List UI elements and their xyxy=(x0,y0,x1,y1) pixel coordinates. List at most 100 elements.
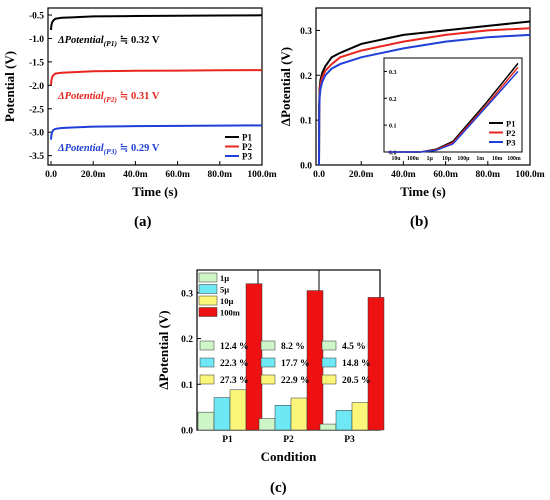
ytick-label-b: 0.0 xyxy=(300,162,312,172)
pct-swatch xyxy=(199,340,215,351)
inset-xtick-label: 100µ xyxy=(457,156,470,162)
annotation-p3: ΔPotential(P3) ≒ 0.29 V xyxy=(57,143,160,156)
ytick-label-a: -3.5 xyxy=(29,152,44,162)
xtick-label-c: P1 xyxy=(222,435,233,445)
pct-label: 8.2 % xyxy=(281,342,305,352)
series-line-b-p3 xyxy=(318,33,531,166)
legend-label-b-p1: P1 xyxy=(506,119,515,129)
pct-label: 22.9 % xyxy=(281,376,310,386)
xtick-label-b: 20.0m xyxy=(349,170,374,180)
xtick-label-a: 100.0m xyxy=(247,170,276,180)
pct-swatch xyxy=(260,340,276,351)
ytick-label-a: -2.0 xyxy=(29,82,44,92)
series-line-p3 xyxy=(50,124,263,140)
xtick-label-b: 80.0m xyxy=(476,170,501,180)
xtick-label-b: 40.0m xyxy=(391,170,416,180)
xtick-label-a: 80.0m xyxy=(208,170,233,180)
inset-xtick-label: 10u xyxy=(391,156,401,162)
bar-p2-2 xyxy=(290,397,308,431)
y-axis-label-a: Potential (V) xyxy=(2,51,17,122)
legend-label-c-2: 10µ xyxy=(220,296,234,306)
caption-b: (b) xyxy=(410,214,429,230)
legend-label-a-p3: P3 xyxy=(242,152,252,162)
y-axis-label-c: ΔPotential (V) xyxy=(156,310,171,389)
pct-swatch xyxy=(199,357,215,368)
inset-xtick-label: 1µ xyxy=(427,156,434,162)
legend-label-b-p3: P3 xyxy=(506,138,515,148)
x-axis-label-c: Condition xyxy=(261,449,317,464)
ytick-label-b: 0.3 xyxy=(300,27,312,37)
ytick-label-a: -2.5 xyxy=(29,105,44,115)
x-axis-label-b: Time (s) xyxy=(400,184,446,199)
legend-swatch-c-1 xyxy=(198,284,218,294)
xtick-label-a: 60.0m xyxy=(165,170,190,180)
series-line-p1 xyxy=(50,14,263,31)
bar-p1-3 xyxy=(245,283,263,431)
legend-label-c-1: 5µ xyxy=(220,285,229,295)
annotation-p2: ΔPotential(P2) ≒ 0.31 V xyxy=(57,91,160,104)
pct-label: 27.3 % xyxy=(220,376,249,386)
legend-swatch-c-0 xyxy=(198,272,218,283)
y-axis-label-b: ΔPotential (V) xyxy=(278,47,293,126)
xtick-label-b: 100.0m xyxy=(515,170,544,180)
bar-p3-0 xyxy=(319,423,337,431)
bar-p2-1 xyxy=(274,405,292,431)
caption-c: (c) xyxy=(270,480,287,496)
inset-ytick-label: 0.0 xyxy=(389,151,397,157)
pct-label: 22.3 % xyxy=(220,359,249,369)
pct-swatch xyxy=(321,340,337,351)
xtick-label-b: 0.0 xyxy=(313,170,325,180)
xtick-label-a: 0.0 xyxy=(45,170,57,180)
ytick-label-a: -3.0 xyxy=(29,129,44,139)
bar-p2-0 xyxy=(258,418,276,431)
caption-a: (a) xyxy=(134,214,152,230)
legend-label-a-p2: P2 xyxy=(242,142,252,152)
pct-label: 20.5 % xyxy=(342,376,371,386)
bar-p3-3 xyxy=(367,297,385,431)
inset-xtick-label: 1m xyxy=(476,156,484,162)
inset-frame xyxy=(383,57,523,153)
chart-a: -0.5 -1.0 -1.5 -2.0 -2.5 -3.0 -3.50.0 20.0m 40.0… xyxy=(2,7,277,199)
pct-label: 17.7 % xyxy=(281,359,310,369)
pct-label: 14.8 % xyxy=(342,359,371,369)
xtick-label-a: 40.0m xyxy=(123,170,148,180)
legend-label-b-p2: P2 xyxy=(506,128,515,138)
legend-label-c-0: 1µ xyxy=(220,273,229,283)
pct-swatch xyxy=(260,374,276,385)
ytick-label-a: -1.0 xyxy=(29,35,44,45)
ytick-label-a: -0.5 xyxy=(29,12,44,22)
plot-frame-b xyxy=(315,7,531,166)
pct-swatch xyxy=(321,357,337,368)
chart-c: 0.0 0.1 0.2 0.3 P1 12.4 % 22.3 % 27.3 % P2 8.2 % 1… xyxy=(156,269,385,464)
legend-label-a-p1: P1 xyxy=(242,133,252,143)
pct-label: 4.5 % xyxy=(342,342,366,352)
legend-swatch-c-2 xyxy=(198,295,218,306)
inset-xtick-label: 100m xyxy=(507,156,521,162)
ytick-label-b: 0.2 xyxy=(300,72,312,82)
bar-p1-0 xyxy=(197,411,215,431)
bar-p1-1 xyxy=(213,397,231,431)
legend-swatch-c-3 xyxy=(198,307,218,317)
ytick-label-c: 0.3 xyxy=(181,289,193,299)
bar-p3-1 xyxy=(335,410,353,431)
plot-frame-a xyxy=(47,7,263,166)
bar-p1-2 xyxy=(229,389,247,431)
inset-ytick-label: 0.1 xyxy=(389,124,397,130)
ytick-label-c: 0.2 xyxy=(181,335,193,345)
inset-ytick-label: 0.2 xyxy=(389,97,397,103)
inset-xtick-label: 10µ xyxy=(442,156,452,162)
legend-label-c-3: 100m xyxy=(220,308,240,318)
bar-p3-2 xyxy=(351,402,369,431)
pct-swatch xyxy=(260,357,276,368)
series-line-p2 xyxy=(50,69,263,85)
ytick-label-c: 0.0 xyxy=(181,427,193,437)
x-axis-label-a: Time (s) xyxy=(132,184,178,199)
annotation-p1: ΔPotential(P1) ≒ 0.32 V xyxy=(57,35,160,48)
xtick-label-a: 20.0m xyxy=(81,170,106,180)
xtick-label-b: 60.0m xyxy=(433,170,458,180)
xtick-label-c: P3 xyxy=(344,435,355,445)
xtick-label-c: P2 xyxy=(283,435,294,445)
ytick-label-b: 0.1 xyxy=(300,117,312,127)
chart-b: 0.0 0.1 0.2 0.3 0.0 20.0m 40.0m 60.0m 80.0m 100.0… xyxy=(278,7,545,199)
